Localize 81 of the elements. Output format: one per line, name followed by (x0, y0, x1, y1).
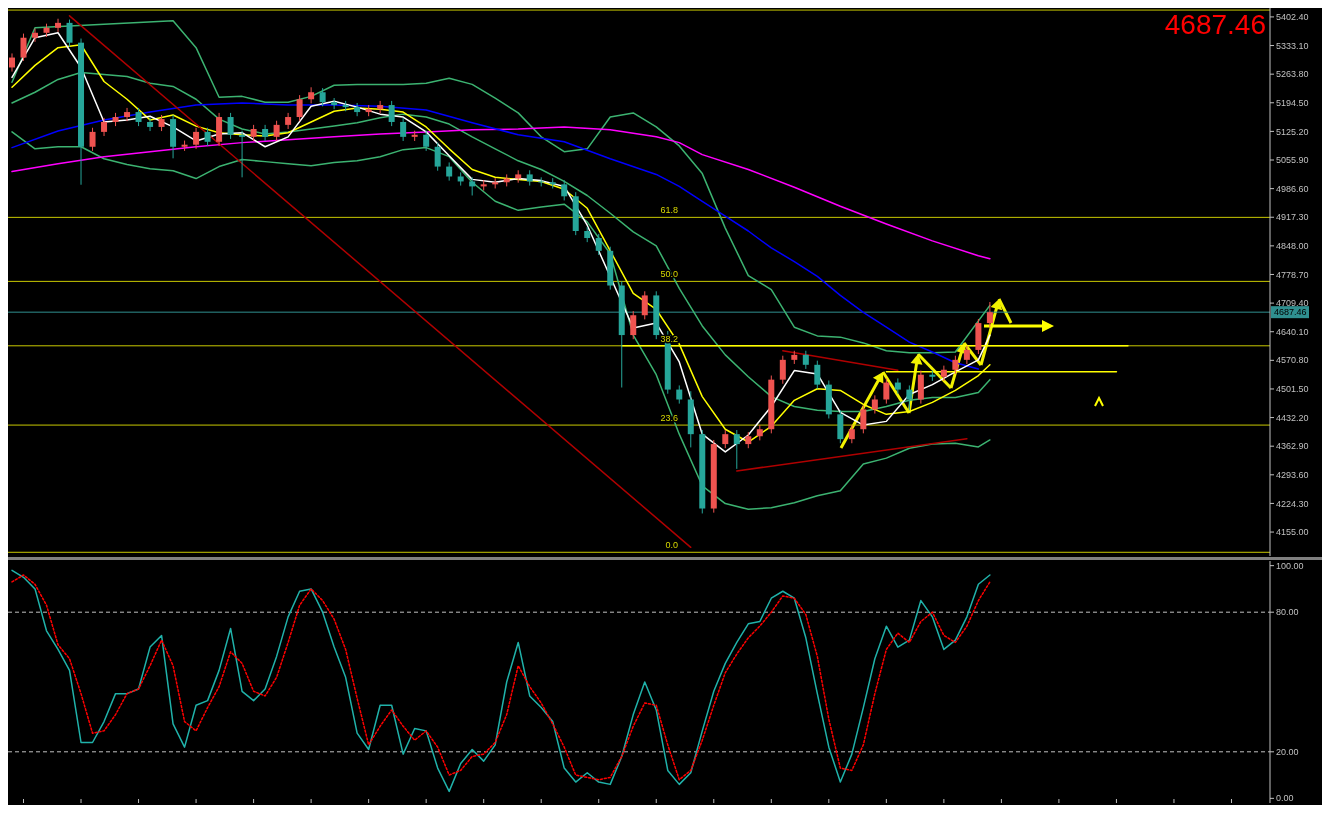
candlestick (860, 404, 867, 434)
candlestick (733, 429, 740, 470)
candlestick (89, 127, 96, 152)
y-tick-label: 4501.50 (1276, 384, 1309, 395)
line-series (11, 20, 991, 354)
y-tick-label: 4848.00 (1276, 241, 1309, 252)
y-tick-label: 4362.90 (1276, 441, 1309, 452)
candlestick (101, 117, 108, 137)
candlestick (894, 377, 901, 395)
candlestick (388, 100, 395, 127)
y-tick-label: 5194.50 (1276, 97, 1309, 108)
y-tick-label: 4917.30 (1276, 212, 1309, 223)
candlestick (940, 365, 947, 382)
y-tick-label: 4432.20 (1276, 412, 1309, 423)
y-tick-label: 0.00 (1276, 793, 1294, 804)
candlestick (400, 117, 407, 142)
candlestick (354, 102, 361, 117)
ref-line-label: 4687.46 (1274, 307, 1307, 318)
candlestick (124, 107, 131, 122)
candlestick (20, 33, 27, 62)
candlestick (469, 176, 476, 196)
candlestick (227, 112, 234, 140)
candlestick (55, 18, 62, 33)
candlestick (423, 130, 430, 152)
candlestick (986, 301, 993, 328)
y-tick-label: 80.00 (1276, 607, 1299, 618)
candlestick (480, 179, 487, 192)
chart-title: 4687.46 (1164, 9, 1266, 40)
candlestick (434, 142, 441, 172)
candlestick (446, 161, 453, 182)
candlestick (676, 384, 683, 405)
candlestick (906, 384, 913, 411)
candlestick (814, 360, 821, 390)
candlestick (848, 424, 855, 444)
candlestick (296, 94, 303, 122)
candlestick (285, 112, 292, 130)
candlestick (135, 107, 142, 127)
y-tick-label: 20.00 (1276, 746, 1299, 757)
candlestick (308, 86, 315, 104)
candlestick (331, 97, 338, 110)
y-tick-label: 5055.90 (1276, 155, 1309, 166)
candlestick (319, 87, 326, 107)
y-tick-label: 4778.70 (1276, 269, 1309, 280)
y-tick-label: 5333.10 (1276, 40, 1309, 51)
y-tick-label: 4986.60 (1276, 183, 1309, 194)
y-tick-label: 4293.60 (1276, 469, 1309, 480)
candlestick (66, 19, 73, 48)
candlestick (802, 350, 809, 370)
y-tick-label: 4640.10 (1276, 326, 1309, 337)
candlestick (377, 100, 384, 114)
candlestick (193, 127, 200, 150)
y-tick-label: 4155.00 (1276, 527, 1309, 538)
candlestick (963, 345, 970, 365)
y-tick-label: 5402.40 (1276, 12, 1309, 23)
annotation: 0.0 (665, 540, 678, 551)
candlestick (147, 117, 154, 132)
y-tick-label: 5125.20 (1276, 126, 1309, 137)
candlestick (32, 28, 39, 43)
candlestick (641, 290, 648, 320)
line-series (11, 102, 980, 370)
candlestick (595, 233, 602, 256)
y-tick-label: 4570.80 (1276, 355, 1309, 366)
candlestick (952, 355, 959, 375)
line-series (11, 131, 991, 511)
candlestick (273, 120, 280, 142)
line-series (11, 126, 991, 260)
candlestick (779, 355, 786, 385)
candlestick (204, 127, 211, 147)
y-tick-label: 4224.30 (1276, 498, 1309, 509)
y-tick-label: 5263.80 (1276, 69, 1309, 80)
y-tick-label: 4709.40 (1276, 298, 1309, 309)
candlestick (871, 394, 878, 415)
candlestick (883, 377, 890, 405)
candlestick (561, 179, 568, 201)
candlestick (630, 310, 637, 340)
candlestick (9, 52, 15, 73)
y-tick-label: 100.00 (1276, 560, 1304, 571)
candlestick (262, 124, 269, 142)
candlestick (239, 130, 246, 178)
candlestick (722, 429, 729, 449)
annotation: 61.8 (660, 205, 678, 216)
